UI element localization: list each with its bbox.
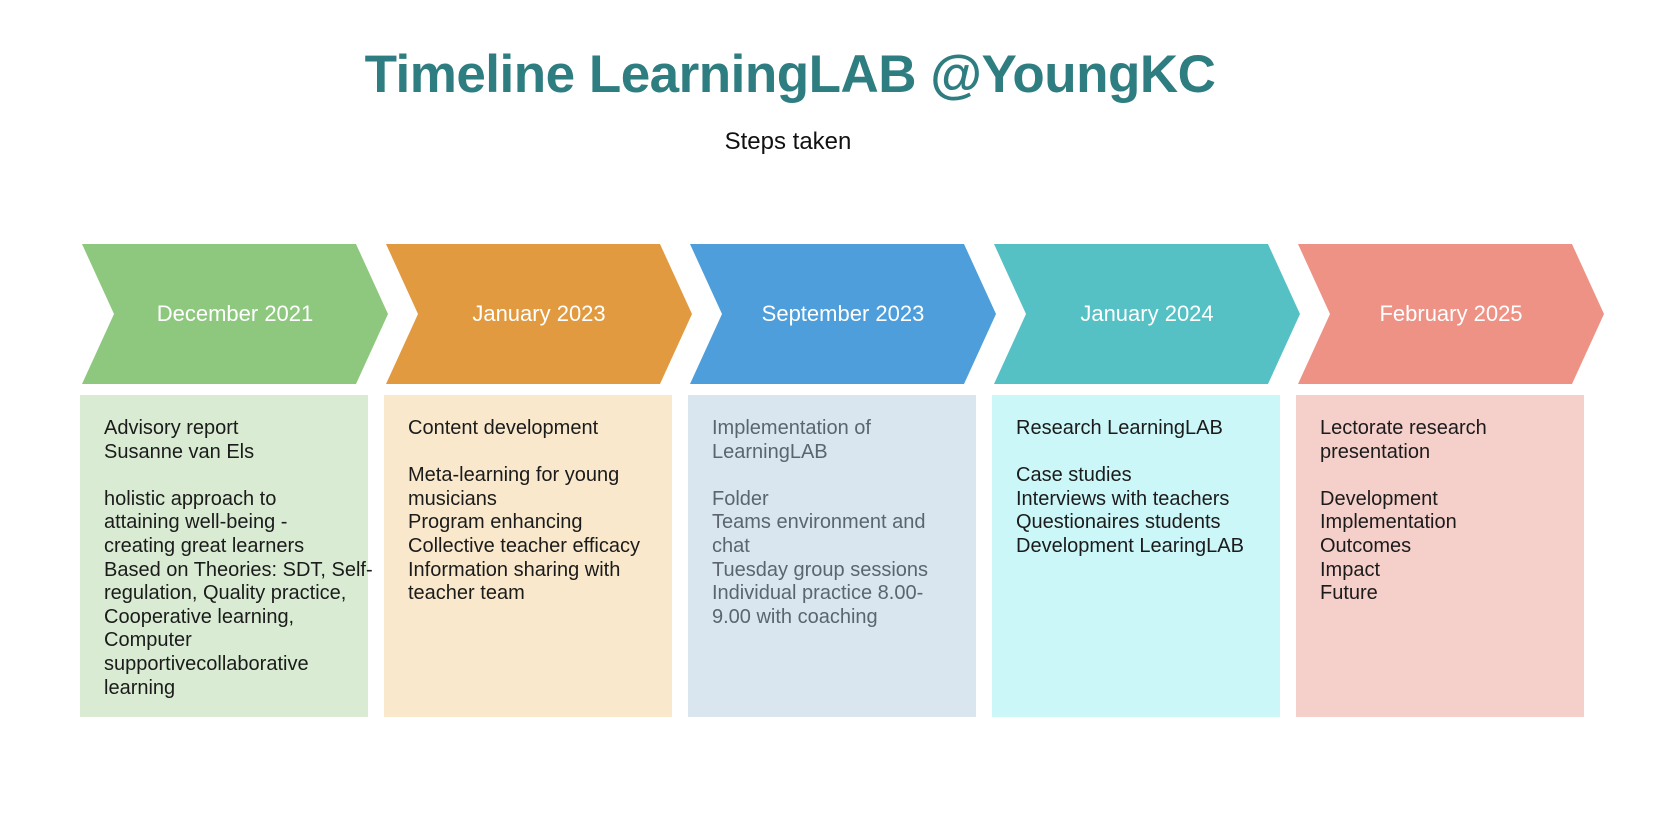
stage-box-4: Research LearningLAB Case studies Interv… <box>992 395 1280 717</box>
stage-box-text-5: Lectorate research presentation Developm… <box>1320 417 1487 605</box>
stage-box-text-4: Research LearningLAB Case studies Interv… <box>1016 417 1244 557</box>
stage-arrow-3 <box>690 244 996 384</box>
stage-label-3: September 2023 <box>761 301 925 326</box>
stage-box-3: Implementation of LearningLAB Folder Tea… <box>688 395 976 717</box>
stage-label-5: February 2025 <box>1379 301 1523 326</box>
stage-label-4: January 2024 <box>1080 301 1214 326</box>
stage-arrow-1 <box>82 244 388 384</box>
page-title: Timeline LearningLAB @YoungKC <box>364 45 1216 104</box>
stage-label-2: January 2023 <box>472 301 606 326</box>
stage-box-2: Content development Meta-learning for yo… <box>384 395 672 717</box>
stage-box-text-1: Advisory report Susanne van Els holistic… <box>104 417 373 699</box>
stage-arrow-5 <box>1298 244 1604 384</box>
stage-box-1: Advisory report Susanne van Els holistic… <box>80 395 373 717</box>
stage-arrow-4 <box>994 244 1300 384</box>
stage-box-text-3: Implementation of LearningLAB Folder Tea… <box>712 417 929 628</box>
stage-box-text-2: Content development Meta-learning for yo… <box>408 417 640 605</box>
page-subtitle: Steps taken <box>724 128 852 155</box>
stage-arrow-2 <box>386 244 692 384</box>
stage-box-5: Lectorate research presentation Developm… <box>1296 395 1584 717</box>
timeline-arrow-band <box>82 244 1604 384</box>
stage-label-1: December 2021 <box>156 301 314 326</box>
